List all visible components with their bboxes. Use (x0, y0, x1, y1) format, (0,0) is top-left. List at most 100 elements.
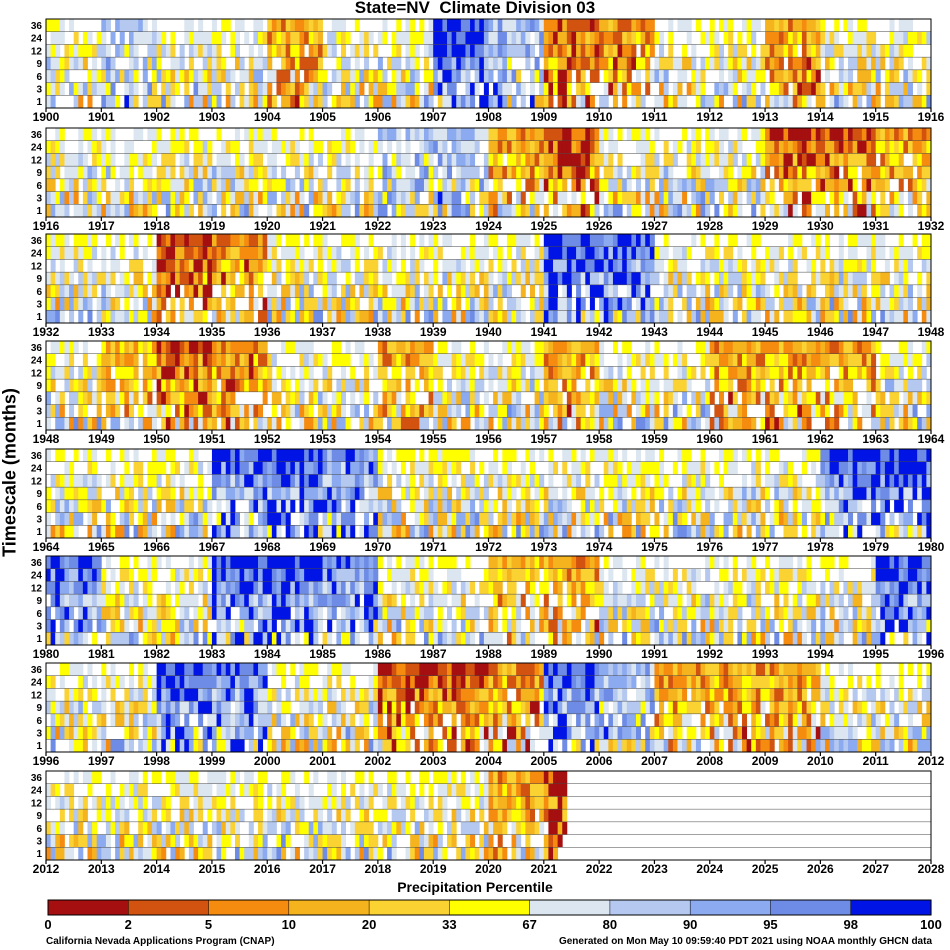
heatmap-cell (382, 310, 388, 323)
heatmap-cell (843, 379, 849, 392)
heatmap-cell (649, 31, 655, 45)
heatmap-cell (903, 310, 909, 323)
heatmap-cell (520, 166, 526, 179)
heatmap-cell (520, 128, 526, 141)
heatmap-cell (253, 234, 259, 247)
heatmap-cell (645, 310, 651, 323)
heatmap-cell (682, 379, 688, 392)
heatmap-cell (198, 234, 204, 247)
heatmap-cell (894, 297, 900, 311)
heatmap-cell (792, 272, 798, 285)
heatmap-cell (543, 391, 549, 405)
heatmap-cell (622, 19, 628, 32)
heatmap-cell (87, 487, 93, 500)
heatmap-cell (239, 166, 245, 179)
heatmap-cell (488, 284, 494, 298)
heatmap-cell (350, 284, 356, 298)
heatmap-cell (765, 95, 771, 108)
heatmap-cell (387, 95, 393, 108)
heatmap-cell (686, 310, 692, 323)
heatmap-cell (539, 366, 545, 380)
heatmap-cell (170, 259, 176, 273)
heatmap-cell (433, 512, 439, 526)
heatmap-cell (96, 204, 102, 217)
heatmap-cell (861, 82, 867, 96)
heatmap-cell (585, 310, 591, 323)
heatmap-cell (746, 95, 752, 108)
heatmap-cell (806, 191, 812, 205)
heatmap-cell (184, 512, 190, 526)
heatmap-cell (55, 297, 61, 311)
heatmap-cell (276, 140, 282, 154)
heatmap-cell (903, 69, 909, 83)
heatmap-cell (580, 297, 586, 311)
heatmap-cell (78, 499, 84, 513)
heatmap-cell (345, 474, 351, 488)
heatmap-cell (714, 31, 720, 45)
heatmap-cell (626, 272, 632, 285)
heatmap-cell (769, 178, 775, 192)
heatmap-cell (742, 178, 748, 192)
heatmap-cell (55, 404, 61, 418)
heatmap-cell (281, 82, 287, 96)
heatmap-cell (488, 259, 494, 273)
heatmap-cell (96, 366, 102, 380)
heatmap-cell (709, 31, 715, 45)
heatmap-cell (465, 95, 471, 108)
heatmap-cell (474, 57, 480, 70)
heatmap-cell (645, 234, 651, 247)
heatmap-cell (714, 82, 720, 96)
heatmap-cell (308, 140, 314, 154)
heatmap-cell (483, 246, 489, 260)
heatmap-cell (225, 353, 231, 367)
heatmap-cell (331, 140, 337, 154)
heatmap-cell (55, 512, 61, 526)
heatmap-cell (50, 57, 56, 70)
heatmap-cell (553, 391, 559, 405)
heatmap-cell (645, 57, 651, 70)
heatmap-cell (898, 140, 904, 154)
heatmap-cell (207, 57, 213, 70)
heatmap-cell (188, 487, 194, 500)
heatmap-cell (87, 366, 93, 380)
heatmap-cell (175, 259, 181, 273)
heatmap-cell (382, 499, 388, 513)
heatmap-cell (534, 259, 540, 273)
heatmap-cell (313, 19, 319, 32)
heatmap-cell (170, 128, 176, 141)
heatmap-cell (857, 366, 863, 380)
heatmap-cell (566, 284, 572, 298)
x-tick-label: 1931 (862, 219, 889, 233)
heatmap-cell (857, 234, 863, 247)
heatmap-cell (534, 57, 540, 70)
heatmap-cell (331, 204, 337, 217)
heatmap-cell (797, 31, 803, 45)
heatmap-cell (308, 19, 314, 32)
heatmap-cell (474, 166, 480, 179)
heatmap-cell (258, 272, 264, 285)
heatmap-cell (382, 31, 388, 45)
heatmap-cell (483, 191, 489, 205)
heatmap-cell (612, 246, 618, 260)
heatmap-cell (433, 417, 439, 430)
heatmap-cell (244, 178, 250, 192)
heatmap-cell (622, 297, 628, 311)
heatmap-cell (433, 272, 439, 285)
heatmap-cell (253, 297, 259, 311)
heatmap-cell (447, 31, 453, 45)
heatmap-cell (115, 366, 121, 380)
heatmap-cell (175, 57, 181, 70)
heatmap-cell (728, 19, 734, 32)
heatmap-cell (313, 499, 319, 513)
heatmap-cell (64, 366, 70, 380)
heatmap-cell (336, 310, 342, 323)
heatmap-cell (834, 391, 840, 405)
heatmap-cell (64, 69, 70, 83)
heatmap-cell (834, 128, 840, 141)
heatmap-cell (700, 310, 706, 323)
heatmap-cell (368, 297, 374, 311)
heatmap-cell (285, 31, 291, 45)
heatmap-cell (354, 44, 360, 58)
heatmap-cell (907, 69, 913, 83)
heatmap-cell (142, 379, 148, 392)
